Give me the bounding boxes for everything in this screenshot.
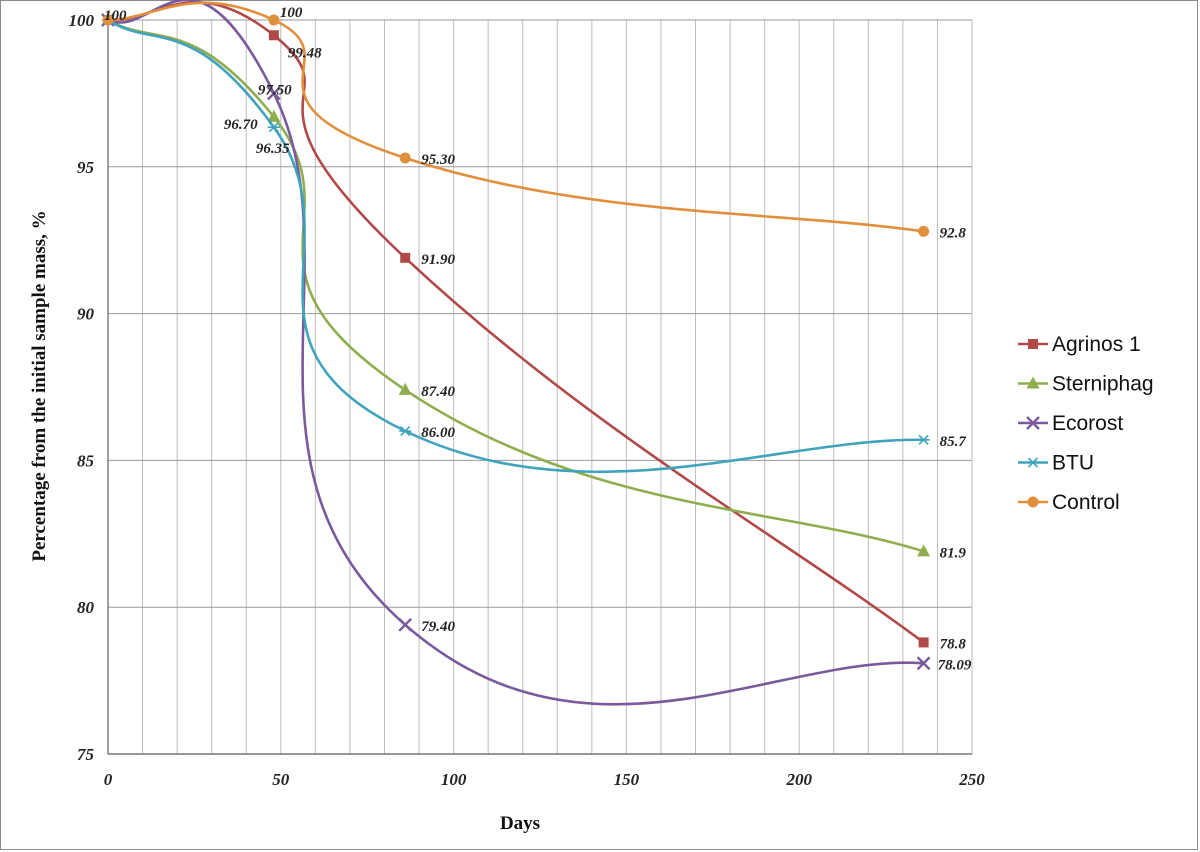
legend-label: Control (1052, 491, 1120, 514)
data-label: 100 (280, 5, 303, 21)
y-tick-label: 85 (77, 451, 95, 470)
y-tick-label: 100 (69, 11, 95, 30)
y-tick-label: 95 (77, 158, 95, 177)
series-line-agrinos-1 (107, 1, 925, 644)
marker-circle (268, 14, 280, 26)
legend-label: Agrinos 1 (1052, 333, 1141, 356)
marker-star (917, 434, 930, 445)
data-label: 99.48 (288, 45, 322, 61)
y-tick-label: 90 (77, 305, 95, 324)
marker-star (1027, 457, 1039, 468)
series-line-ecorost (107, 0, 924, 706)
data-label: 87.40 (421, 384, 455, 400)
marker-square (918, 637, 929, 648)
legend-label: BTU (1052, 452, 1094, 475)
y-tick-label: 80 (77, 598, 95, 617)
marker-triangle (398, 382, 412, 395)
marker-triangle (1026, 376, 1040, 389)
data-label: 91.90 (421, 252, 455, 268)
marker-circle (918, 225, 930, 237)
axes: 75 80 85 90 95 100 0 50 100 150 200 250 (69, 11, 986, 789)
x-tick-label: 50 (272, 770, 290, 789)
series-line-control (107, 1, 924, 233)
marker-x (1026, 416, 1040, 430)
marker-star (267, 122, 280, 133)
data-label: 95.30 (421, 152, 455, 168)
data-label: 78.8 (940, 636, 967, 652)
data-labels: 99.48 91.90 78.8 96.70 87.40 81.9 97.50 79.40 78… (104, 5, 972, 673)
marker-star (399, 425, 412, 437)
series-line-sterniphag (107, 18, 924, 553)
data-label: 97.50 (258, 82, 292, 98)
y-axis-title: Percentage from the initial sample mass,… (29, 210, 50, 561)
marker-circle (1027, 496, 1039, 508)
x-tick-label: 100 (441, 770, 467, 789)
marker-x (267, 86, 281, 101)
data-label: 85.7 (940, 434, 967, 450)
series-line-btu (107, 18, 924, 473)
x-tick-label: 0 (104, 770, 113, 789)
marker-triangle (267, 109, 281, 122)
x-axis-title: Days (500, 813, 540, 834)
x-tick-label: 150 (614, 770, 640, 789)
marker-x (916, 656, 931, 671)
marker-circle (102, 14, 114, 26)
data-label: 100 (104, 8, 127, 24)
legend: Agrinos 1 Sterniphag Ecorost BTU Control (1018, 333, 1154, 514)
data-label: 81.9 (940, 545, 967, 561)
marker-square (268, 30, 279, 41)
marker-x (398, 617, 413, 632)
x-tick-label: 250 (958, 770, 985, 789)
legend-label: Ecorost (1052, 412, 1123, 435)
data-label: 86.00 (421, 425, 455, 441)
data-label: 92.8 (940, 225, 967, 241)
marker-circle (399, 152, 411, 164)
legend-label: Sterniphag (1052, 373, 1154, 396)
data-label: 96.70 (224, 117, 258, 133)
y-tick-label: 75 (77, 745, 95, 764)
marker-triangle (917, 544, 931, 557)
series-layer (101, 0, 931, 706)
data-label: 78.09 (938, 657, 972, 673)
x-tick-label: 200 (785, 770, 812, 789)
marker-square (1028, 339, 1038, 349)
marker-square (400, 252, 411, 263)
data-label: 96.35 (256, 141, 290, 157)
data-label: 79.40 (421, 619, 455, 635)
